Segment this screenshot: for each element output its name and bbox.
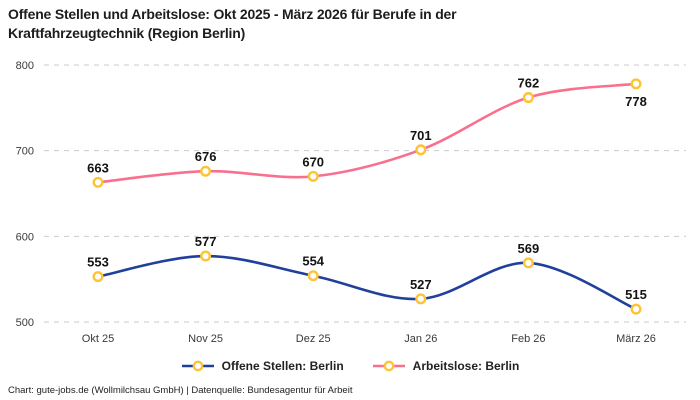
x-tick-label: Dez 25 [296, 333, 331, 345]
x-tick-label: Feb 26 [511, 333, 545, 345]
data-point-marker-arbeitslose-berlin [630, 78, 642, 90]
legend-marker [192, 360, 203, 372]
data-point-marker-offene-stellen-berlin [630, 303, 642, 315]
data-label-offene-stellen-berlin: 553 [87, 255, 109, 270]
data-point-marker-offene-stellen-berlin [200, 250, 212, 262]
x-tick-label: Okt 25 [82, 333, 114, 345]
x-tick-label: Jan 26 [404, 333, 437, 345]
data-label-offene-stellen-berlin: 527 [410, 277, 432, 292]
legend-label: Arbeitslose: Berlin [412, 359, 520, 373]
legend-item-offene-stellen-berlin: Offene Stellen: Berlin [181, 359, 344, 373]
data-label-offene-stellen-berlin: 569 [518, 241, 540, 256]
data-label-offene-stellen-berlin: 554 [302, 254, 324, 269]
data-point-marker-offene-stellen-berlin [522, 257, 534, 269]
series-line-offene-stellen-berlin [96, 254, 638, 311]
y-tick-label: 600 [16, 231, 34, 243]
legend-swatch-icon [181, 360, 214, 372]
chart-credit: Chart: gute-jobs.de (Wollmilchsau GmbH) … [8, 385, 353, 396]
y-tick-label: 700 [16, 146, 34, 158]
legend-swatch-icon [372, 360, 405, 372]
legend-item-arbeitslose-berlin: Arbeitslose: Berlin [372, 359, 520, 373]
chart-legend: Offene Stellen: Berlin Arbeitslose: Berli… [0, 359, 700, 373]
data-point-marker-offene-stellen-berlin [307, 270, 319, 282]
data-label-arbeitslose-berlin: 670 [302, 154, 324, 169]
data-label-offene-stellen-berlin: 515 [625, 287, 647, 302]
data-label-arbeitslose-berlin: 701 [410, 128, 432, 143]
data-point-marker-offene-stellen-berlin [92, 271, 104, 283]
data-point-marker-arbeitslose-berlin [92, 176, 104, 188]
data-point-marker-offene-stellen-berlin [415, 293, 427, 305]
y-tick-label: 800 [16, 60, 34, 72]
data-point-marker-arbeitslose-berlin [522, 92, 534, 104]
x-tick-label: März 26 [616, 333, 656, 345]
legend-marker [383, 360, 395, 372]
series-line-arbeitslose-berlin [96, 82, 638, 184]
data-point-marker-arbeitslose-berlin [415, 144, 427, 156]
chart-title: Offene Stellen und Arbeitslose: Okt 2025… [8, 6, 457, 41]
legend-label: Offene Stellen: Berlin [221, 359, 344, 373]
data-label-arbeitslose-berlin: 676 [195, 149, 217, 164]
data-label-offene-stellen-berlin: 577 [195, 234, 217, 249]
data-label-arbeitslose-berlin: 762 [518, 76, 540, 91]
data-label-arbeitslose-berlin: 663 [87, 160, 109, 175]
data-label-arbeitslose-berlin: 778 [625, 94, 647, 109]
x-tick-label: Nov 25 [188, 333, 223, 345]
data-point-marker-arbeitslose-berlin [307, 170, 319, 182]
y-tick-label: 500 [16, 317, 34, 329]
data-point-marker-arbeitslose-berlin [200, 165, 212, 177]
